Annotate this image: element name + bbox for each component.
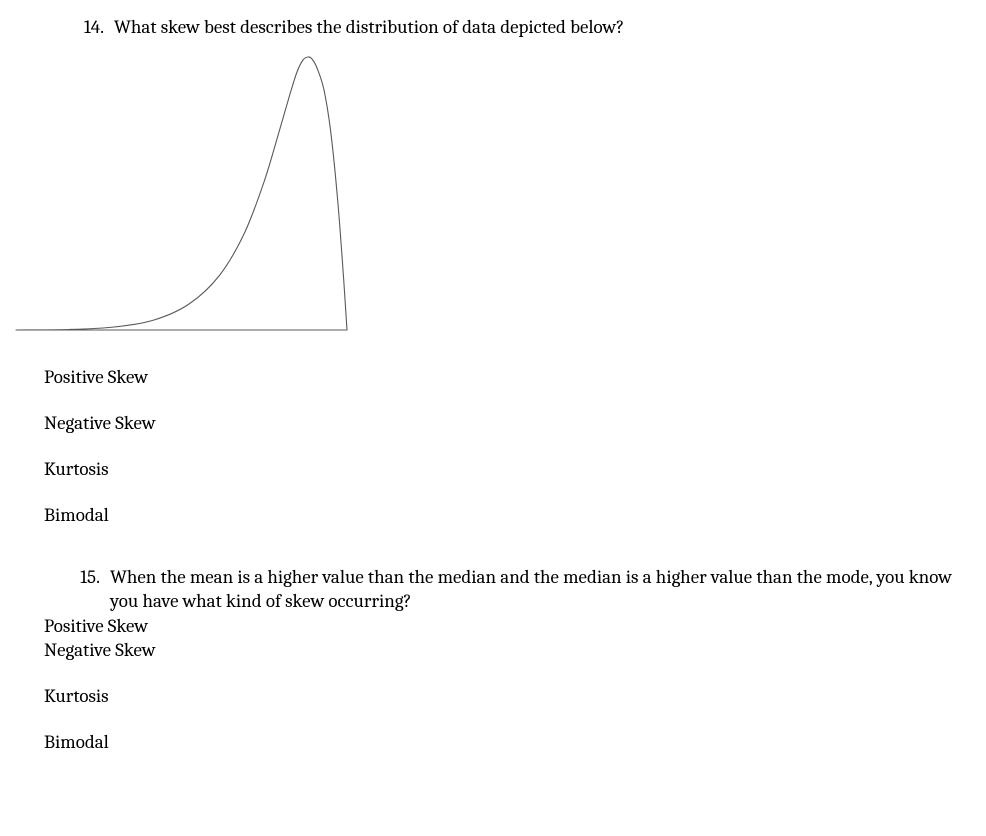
page-content: 14. What skew best describes the distrib…	[0, 0, 986, 797]
question-14: 14. What skew best describes the distrib…	[44, 16, 966, 526]
question-15: 15. When the mean is a higher value than…	[44, 566, 966, 754]
question-15-option-b[interactable]: Negative Skew	[44, 639, 966, 661]
question-14-option-b[interactable]: Negative Skew	[44, 412, 966, 434]
question-14-header: 14. What skew best describes the distrib…	[68, 16, 966, 40]
question-14-options: Positive Skew Negative Skew Kurtosis Bim…	[44, 366, 966, 526]
question-14-option-a[interactable]: Positive Skew	[44, 366, 966, 388]
question-15-option-c[interactable]: Kurtosis	[44, 685, 966, 707]
question-14-chart	[14, 54, 966, 340]
question-14-number: 14.	[68, 16, 108, 38]
question-15-header: 15. When the mean is a higher value than…	[64, 566, 966, 614]
question-15-text: When the mean is a higher value than the…	[104, 566, 966, 614]
question-14-option-d[interactable]: Bimodal	[44, 504, 966, 526]
question-15-number: 15.	[64, 566, 104, 588]
question-15-option-d[interactable]: Bimodal	[44, 731, 966, 753]
question-14-option-c[interactable]: Kurtosis	[44, 458, 966, 480]
distribution-curve-svg	[14, 54, 362, 340]
question-15-options: Positive Skew Negative Skew Kurtosis Bim…	[44, 615, 966, 753]
question-14-text: What skew best describes the distributio…	[108, 16, 624, 40]
question-15-option-a[interactable]: Positive Skew	[44, 615, 966, 637]
